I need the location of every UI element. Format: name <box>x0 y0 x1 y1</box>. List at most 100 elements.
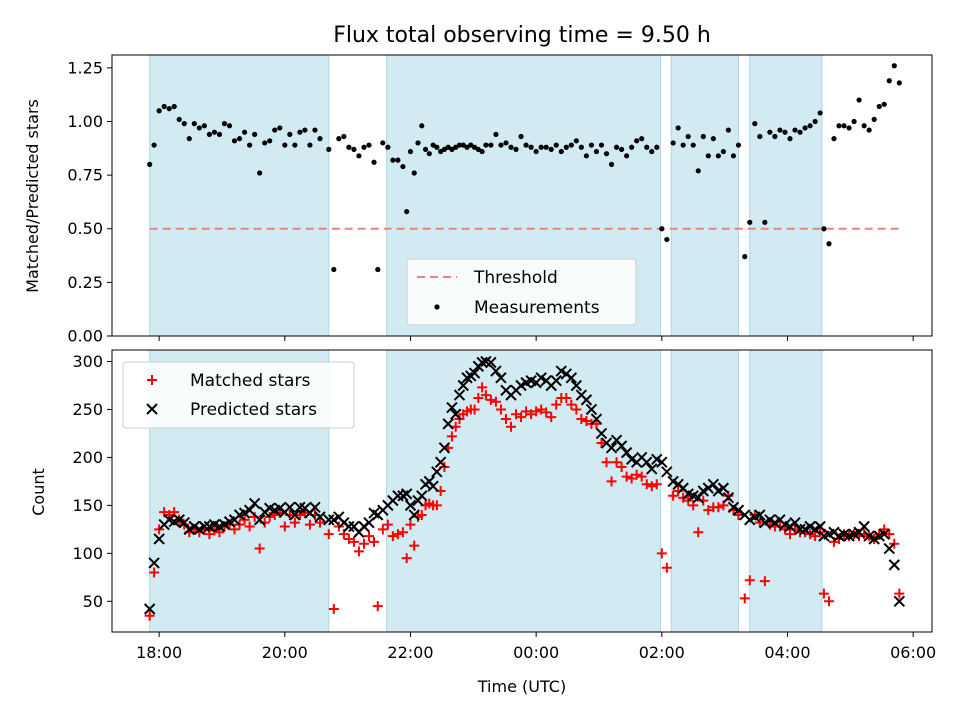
point-1-0-0 <box>144 610 155 621</box>
y-tick-label-1-2: 150 <box>72 496 103 515</box>
point-0-0-133 <box>792 127 798 133</box>
point-0-0-94 <box>593 148 600 155</box>
point-1-1-117 <box>707 478 720 490</box>
point-0-0-67 <box>464 144 470 150</box>
legend-bottom: Matched stars Predicted stars <box>122 361 355 429</box>
y-tick-label-1-4: 250 <box>72 400 103 419</box>
point-0-0-86 <box>553 142 559 148</box>
point-1-0-77 <box>506 421 517 432</box>
point-0-0-53 <box>411 170 417 176</box>
point-0-0-93 <box>588 142 595 148</box>
point-0-0-131 <box>782 129 788 135</box>
x-tick-label-3: 00:00 <box>513 643 559 662</box>
point-0-0-19 <box>241 129 248 135</box>
point-1-0-69 <box>469 404 480 415</box>
point-1-1-29 <box>289 509 301 521</box>
point-0-0-18 <box>236 136 243 142</box>
point-1-1-134 <box>794 523 806 536</box>
point-0-0-35 <box>326 146 332 152</box>
point-0-0-78 <box>513 146 519 152</box>
legend-threshold-label: Threshold <box>473 268 558 288</box>
chart-title: Flux total observing time = 9.50 h <box>333 23 711 48</box>
point-1-0-91 <box>576 414 587 425</box>
point-1-0-75 <box>495 404 506 415</box>
point-0-0-66 <box>460 142 466 148</box>
x-tick-label-6: 06:00 <box>890 643 936 662</box>
point-0-0-106 <box>654 144 660 150</box>
point-0-0-43 <box>366 142 372 148</box>
point-1-1-73 <box>485 356 497 369</box>
point-0-0-136 <box>807 123 813 129</box>
point-0-0-120 <box>725 127 732 133</box>
point-0-0-145 <box>851 118 857 125</box>
point-1-0-127 <box>759 576 770 587</box>
point-0-0-63 <box>449 146 455 152</box>
point-1-1-39 <box>343 520 355 533</box>
point-1-0-20 <box>244 521 255 532</box>
point-1-0-39 <box>343 533 354 544</box>
point-1-1-21 <box>248 497 261 510</box>
point-0-0-36 <box>331 266 337 273</box>
point-1-1-90 <box>570 379 583 392</box>
point-1-1-28 <box>284 501 296 514</box>
point-1-0-1 <box>149 567 160 578</box>
point-0-0-134 <box>797 129 803 135</box>
x-tick-label-2: 22:00 <box>387 643 433 662</box>
point-1-0-95 <box>596 438 607 449</box>
point-0-0-5 <box>171 103 177 110</box>
point-0-0-89 <box>568 142 574 148</box>
point-0-0-76 <box>503 140 509 146</box>
point-0-0-69 <box>471 144 478 150</box>
point-1-0-84 <box>541 407 552 418</box>
point-1-0-48 <box>387 531 398 542</box>
shaded-interval-0-0 <box>149 54 330 337</box>
point-1-0-41 <box>353 546 364 557</box>
point-1-0-152 <box>884 529 895 540</box>
point-0-0-14 <box>216 131 223 137</box>
bottom-y-axis-label: Count <box>29 468 48 516</box>
point-0-0-2 <box>156 108 162 114</box>
point-1-0-42 <box>358 538 369 549</box>
x-tick-label-4: 02:00 <box>639 643 685 662</box>
point-1-0-52 <box>405 519 416 530</box>
point-0-0-75 <box>498 142 504 148</box>
legend-measurements-label: Measurements <box>474 298 600 318</box>
point-0-0-119 <box>720 148 726 155</box>
legend-top-box <box>406 258 637 326</box>
point-1-0-35 <box>323 529 334 540</box>
point-1-0-44 <box>369 536 380 547</box>
point-1-1-53 <box>408 509 420 521</box>
shaded-interval-0-3 <box>749 54 823 337</box>
point-0-0-6 <box>176 116 182 122</box>
point-0-0-8 <box>186 136 192 142</box>
point-1-0-47 <box>382 519 393 530</box>
point-1-1-154 <box>893 595 906 608</box>
point-1-0-31 <box>299 508 310 519</box>
point-0-0-61 <box>441 146 447 152</box>
point-1-0-116 <box>703 505 714 516</box>
point-0-0-85 <box>548 146 554 152</box>
point-0-0-118 <box>715 153 721 159</box>
point-0-0-122 <box>735 142 742 148</box>
point-1-1-65 <box>453 389 466 401</box>
point-1-0-94 <box>591 418 602 429</box>
point-0-0-139 <box>821 226 827 232</box>
point-0-0-110 <box>675 125 681 131</box>
point-1-0-74 <box>490 396 501 407</box>
legend-matched-swatch <box>147 375 157 385</box>
point-0-0-11 <box>201 123 207 129</box>
point-0-0-17 <box>231 138 238 144</box>
point-0-0-142 <box>836 123 842 129</box>
point-1-0-88 <box>561 392 572 403</box>
point-1-1-22 <box>253 514 266 526</box>
point-0-0-127 <box>762 219 768 225</box>
point-0-0-26 <box>277 125 283 131</box>
point-0-0-77 <box>508 144 514 150</box>
point-1-0-27 <box>279 521 290 532</box>
point-1-1-151 <box>878 528 890 540</box>
point-1-0-73 <box>485 394 496 405</box>
point-1-1-51 <box>400 488 413 500</box>
point-1-0-49 <box>392 529 403 540</box>
point-1-1-69 <box>468 367 481 379</box>
